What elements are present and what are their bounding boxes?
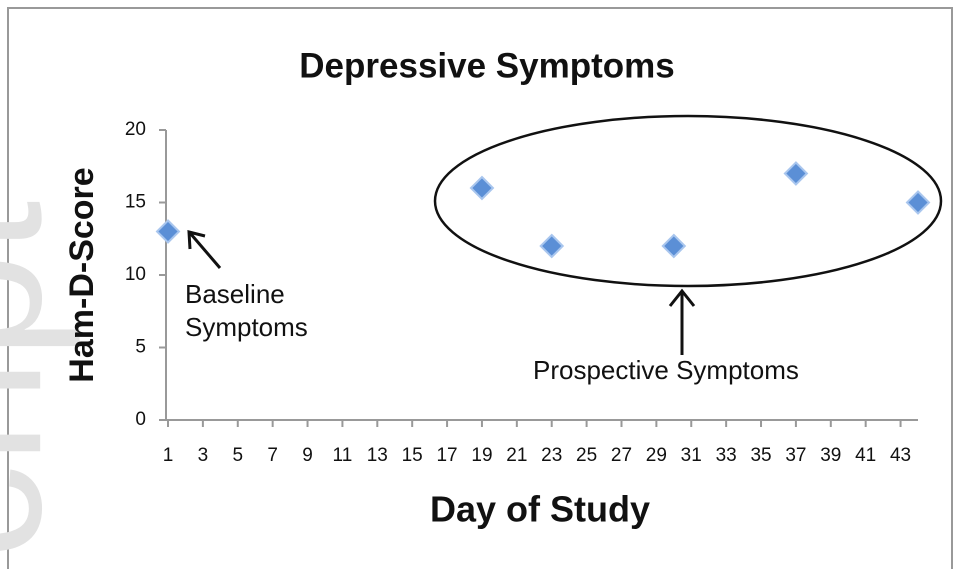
y-tick-label: 10	[125, 264, 146, 285]
y-tick-label: 15	[125, 192, 146, 213]
x-tick-label: 7	[267, 445, 278, 466]
y-axis-label: Ham-D-Score	[63, 167, 101, 382]
x-tick-label: 11	[333, 445, 353, 466]
x-tick-label: 1	[163, 445, 174, 466]
point	[539, 233, 565, 259]
chart-title: Depressive Symptoms	[299, 46, 674, 85]
x-tick-label: 43	[890, 445, 911, 466]
watermark: cript	[0, 201, 81, 560]
point	[469, 175, 495, 201]
x-tick-label: 37	[785, 445, 806, 466]
y-tick-label: 5	[135, 337, 146, 358]
annotation: Prospective Symptoms	[533, 355, 799, 385]
point	[661, 233, 687, 259]
x-tick-label: 17	[436, 445, 457, 466]
y-tick-label: 20	[125, 119, 146, 140]
x-tick-label: 5	[232, 445, 243, 466]
x-tick-label: 9	[302, 445, 313, 466]
arrow	[668, 288, 696, 355]
x-tick-label: 33	[716, 445, 737, 466]
x-tick-label: 15	[402, 445, 423, 466]
point	[155, 219, 181, 244]
x-tick-label: 35	[750, 445, 771, 466]
arrow	[187, 230, 222, 269]
x-tick-label: 41	[855, 445, 876, 466]
annotation: Baseline	[185, 279, 285, 309]
x-tick-label: 21	[506, 445, 527, 466]
x-tick-label: 31	[681, 445, 702, 466]
x-tick-label: 29	[646, 445, 667, 466]
chart-border	[7, 7, 953, 569]
x-tick-label: 27	[611, 445, 632, 466]
x-tick-label: 19	[471, 445, 492, 466]
x-tick-label: 13	[367, 445, 388, 466]
x-tick-label: 3	[198, 445, 209, 466]
y-tick-label: 0	[135, 409, 146, 430]
x-tick-label: 39	[820, 445, 841, 466]
annotation: Symptoms	[185, 312, 308, 342]
x-axis-label: Day of Study	[430, 489, 650, 530]
x-tick-label: 23	[541, 445, 562, 466]
point	[905, 190, 931, 215]
point	[783, 161, 809, 186]
x-tick-label: 25	[576, 445, 597, 466]
ellipse	[433, 114, 943, 288]
